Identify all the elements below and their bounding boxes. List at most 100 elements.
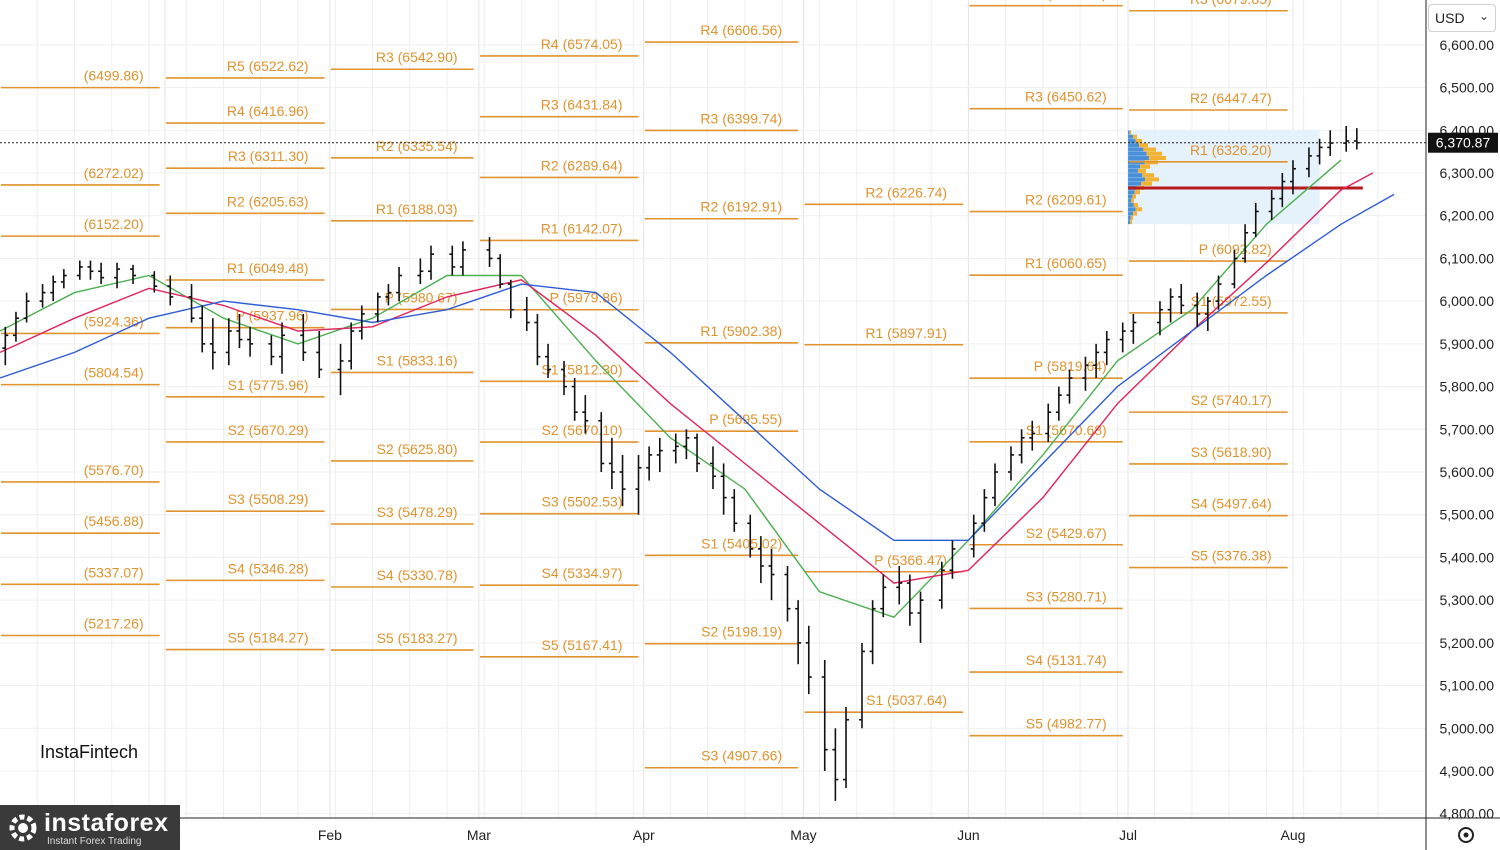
ohlc-bar (731, 489, 738, 532)
ohlc-bar (507, 279, 514, 319)
pivot-label-r4: R4 (6416.96) (227, 103, 309, 119)
pivot-label-s4: S4 (5497.64) (1191, 496, 1272, 512)
pivot-label-p: P (5819.64) (1034, 358, 1107, 374)
ohlc-bar (635, 454, 642, 515)
y-tick-label: 5,500.00 (1440, 507, 1495, 523)
pivot-label-s3: S3 (5508.29) (228, 491, 309, 507)
pivot-label-s2: S2 (5429.67) (1026, 525, 1107, 541)
ohlc-bar (534, 313, 541, 366)
y-tick-label: 5,900.00 (1440, 336, 1495, 352)
pivot-label-s1: S1 (5833.16) (377, 352, 458, 368)
x-tick-label: Jun (957, 827, 980, 843)
ohlc-bar (247, 326, 254, 357)
pivot-label-r1: R1 (5902.38) (700, 323, 782, 339)
pivot-label-r4: R4 (6606.56) (700, 22, 782, 38)
volume-profile-bar (1128, 173, 1143, 178)
ohlc-bar (497, 254, 504, 289)
ohlc-bar (2, 326, 9, 366)
last-price-label: 6,370.87 (1436, 135, 1491, 151)
ohlc-bar (832, 728, 839, 801)
pivot-label-r2: R2 (6226.74) (865, 184, 947, 200)
volume-profile-bar (1137, 168, 1147, 173)
ohlc-bar (970, 514, 977, 558)
ohlc-bar (1316, 138, 1323, 165)
volume-profile-bar (1139, 143, 1149, 148)
ohlc-bar (992, 463, 999, 507)
y-tick-label: 5,600.00 (1440, 464, 1495, 480)
volume-profile-bar (1128, 143, 1140, 148)
ohlc-bar (1130, 313, 1137, 344)
pivot-label-s3: S3 (5478.29) (377, 504, 458, 520)
instafintech-logo: InstaFintech (40, 742, 139, 762)
ohlc-bar (167, 275, 174, 306)
ohlc-bar (1231, 249, 1238, 289)
volume-profile-bar (1128, 198, 1132, 203)
ohlc-bar (896, 565, 903, 605)
ohlc-bar (279, 322, 286, 374)
ohlc-bar (1018, 429, 1025, 464)
ohlc-bar (385, 284, 392, 306)
ohlc-bar (268, 335, 275, 366)
volume-profile-bar (1128, 156, 1149, 161)
ohlc-bar (821, 659, 828, 772)
price-bars (2, 126, 1360, 801)
y-tick-label: 5,400.00 (1440, 549, 1495, 565)
pivot-label-s2: S2 (5670.10) (542, 422, 623, 438)
pivot-label-s2: S2 (5198.19) (701, 624, 782, 640)
y-tick-label: 6,600.00 (1440, 37, 1495, 53)
pivot-levels: (6499.86) (6272.02) (6152.20) (5924.36) (580… (1, 0, 1288, 769)
pivot-label-s5: S5 (5184.27) (228, 630, 309, 646)
pivot-label-s2: (5576.70) (84, 462, 144, 478)
pivot-label-r1: R1 (5897.91) (865, 325, 947, 341)
pivot-label-s3: S3 (4907.66) (701, 748, 782, 764)
ohlc-bar (1204, 296, 1211, 332)
ohlc-bar (114, 262, 121, 289)
pivot-label-p: P (5695.55) (709, 411, 782, 427)
y-tick-label: 5,000.00 (1440, 720, 1495, 736)
pivot-label-r3: R3 (6431.84) (541, 97, 623, 113)
ohlc-bar (427, 245, 434, 280)
pivot-label-s3: S3 (5502.53) (542, 494, 623, 510)
volume-profile-bar (1145, 177, 1160, 182)
pivot-label-s1: S1 (5405.02) (701, 535, 782, 551)
pivot-label-s1: S1 (5037.64) (866, 692, 947, 708)
pivot-label-s5: S5 (5376.38) (1191, 548, 1272, 564)
volume-profile-bar (1128, 194, 1133, 199)
volume-profile-bar (1128, 190, 1135, 195)
volume-profile-bar (1130, 215, 1134, 220)
ohlc-bar (209, 318, 216, 370)
currency-select[interactable]: USD ⌄ (1428, 4, 1496, 32)
ohlc-bar (710, 446, 716, 490)
ohlc-bar (1119, 322, 1126, 353)
ohlc-bar (417, 258, 424, 285)
currency-select-value: USD (1435, 10, 1465, 26)
moving-average-3 (0, 193, 1395, 541)
pivot-label-r1: R1 (6142.07) (541, 220, 623, 236)
volume-profile-bar (1128, 181, 1142, 186)
ohlc-bar (1178, 284, 1185, 314)
settings-icon[interactable] (1455, 824, 1477, 846)
volume-profile-bar (1146, 151, 1163, 156)
pivot-label-r1: R1 (6326.20) (1190, 142, 1272, 158)
pivot-label-s4: S4 (5131.74) (1026, 652, 1107, 668)
ohlc-bar (316, 331, 323, 379)
y-tick-label: 5,800.00 (1440, 379, 1495, 395)
ohlc-bar (188, 284, 195, 323)
ohlc-bar (1156, 301, 1163, 336)
ohlc-bar (656, 437, 663, 473)
pivot-label-s2: S2 (5625.80) (377, 441, 458, 457)
pivot-label-s3: S3 (5280.71) (1026, 588, 1107, 604)
ohlc-bar (486, 237, 493, 267)
volume-profile-bar (1142, 173, 1155, 178)
ohlc-bar (757, 536, 764, 584)
pivot-label-p: P (5979.86) (550, 290, 623, 306)
pivot-label-r2: R2 (6289.64) (541, 157, 623, 173)
ohlc-bar (1268, 190, 1275, 220)
ohlc-bar (151, 271, 158, 293)
ohlc-bar (300, 313, 307, 361)
ohlc-bar (768, 548, 775, 601)
y-tick-label: 6,200.00 (1440, 208, 1495, 224)
volume-profile-bar (1129, 130, 1132, 135)
volume-profile-bar (1135, 138, 1143, 143)
